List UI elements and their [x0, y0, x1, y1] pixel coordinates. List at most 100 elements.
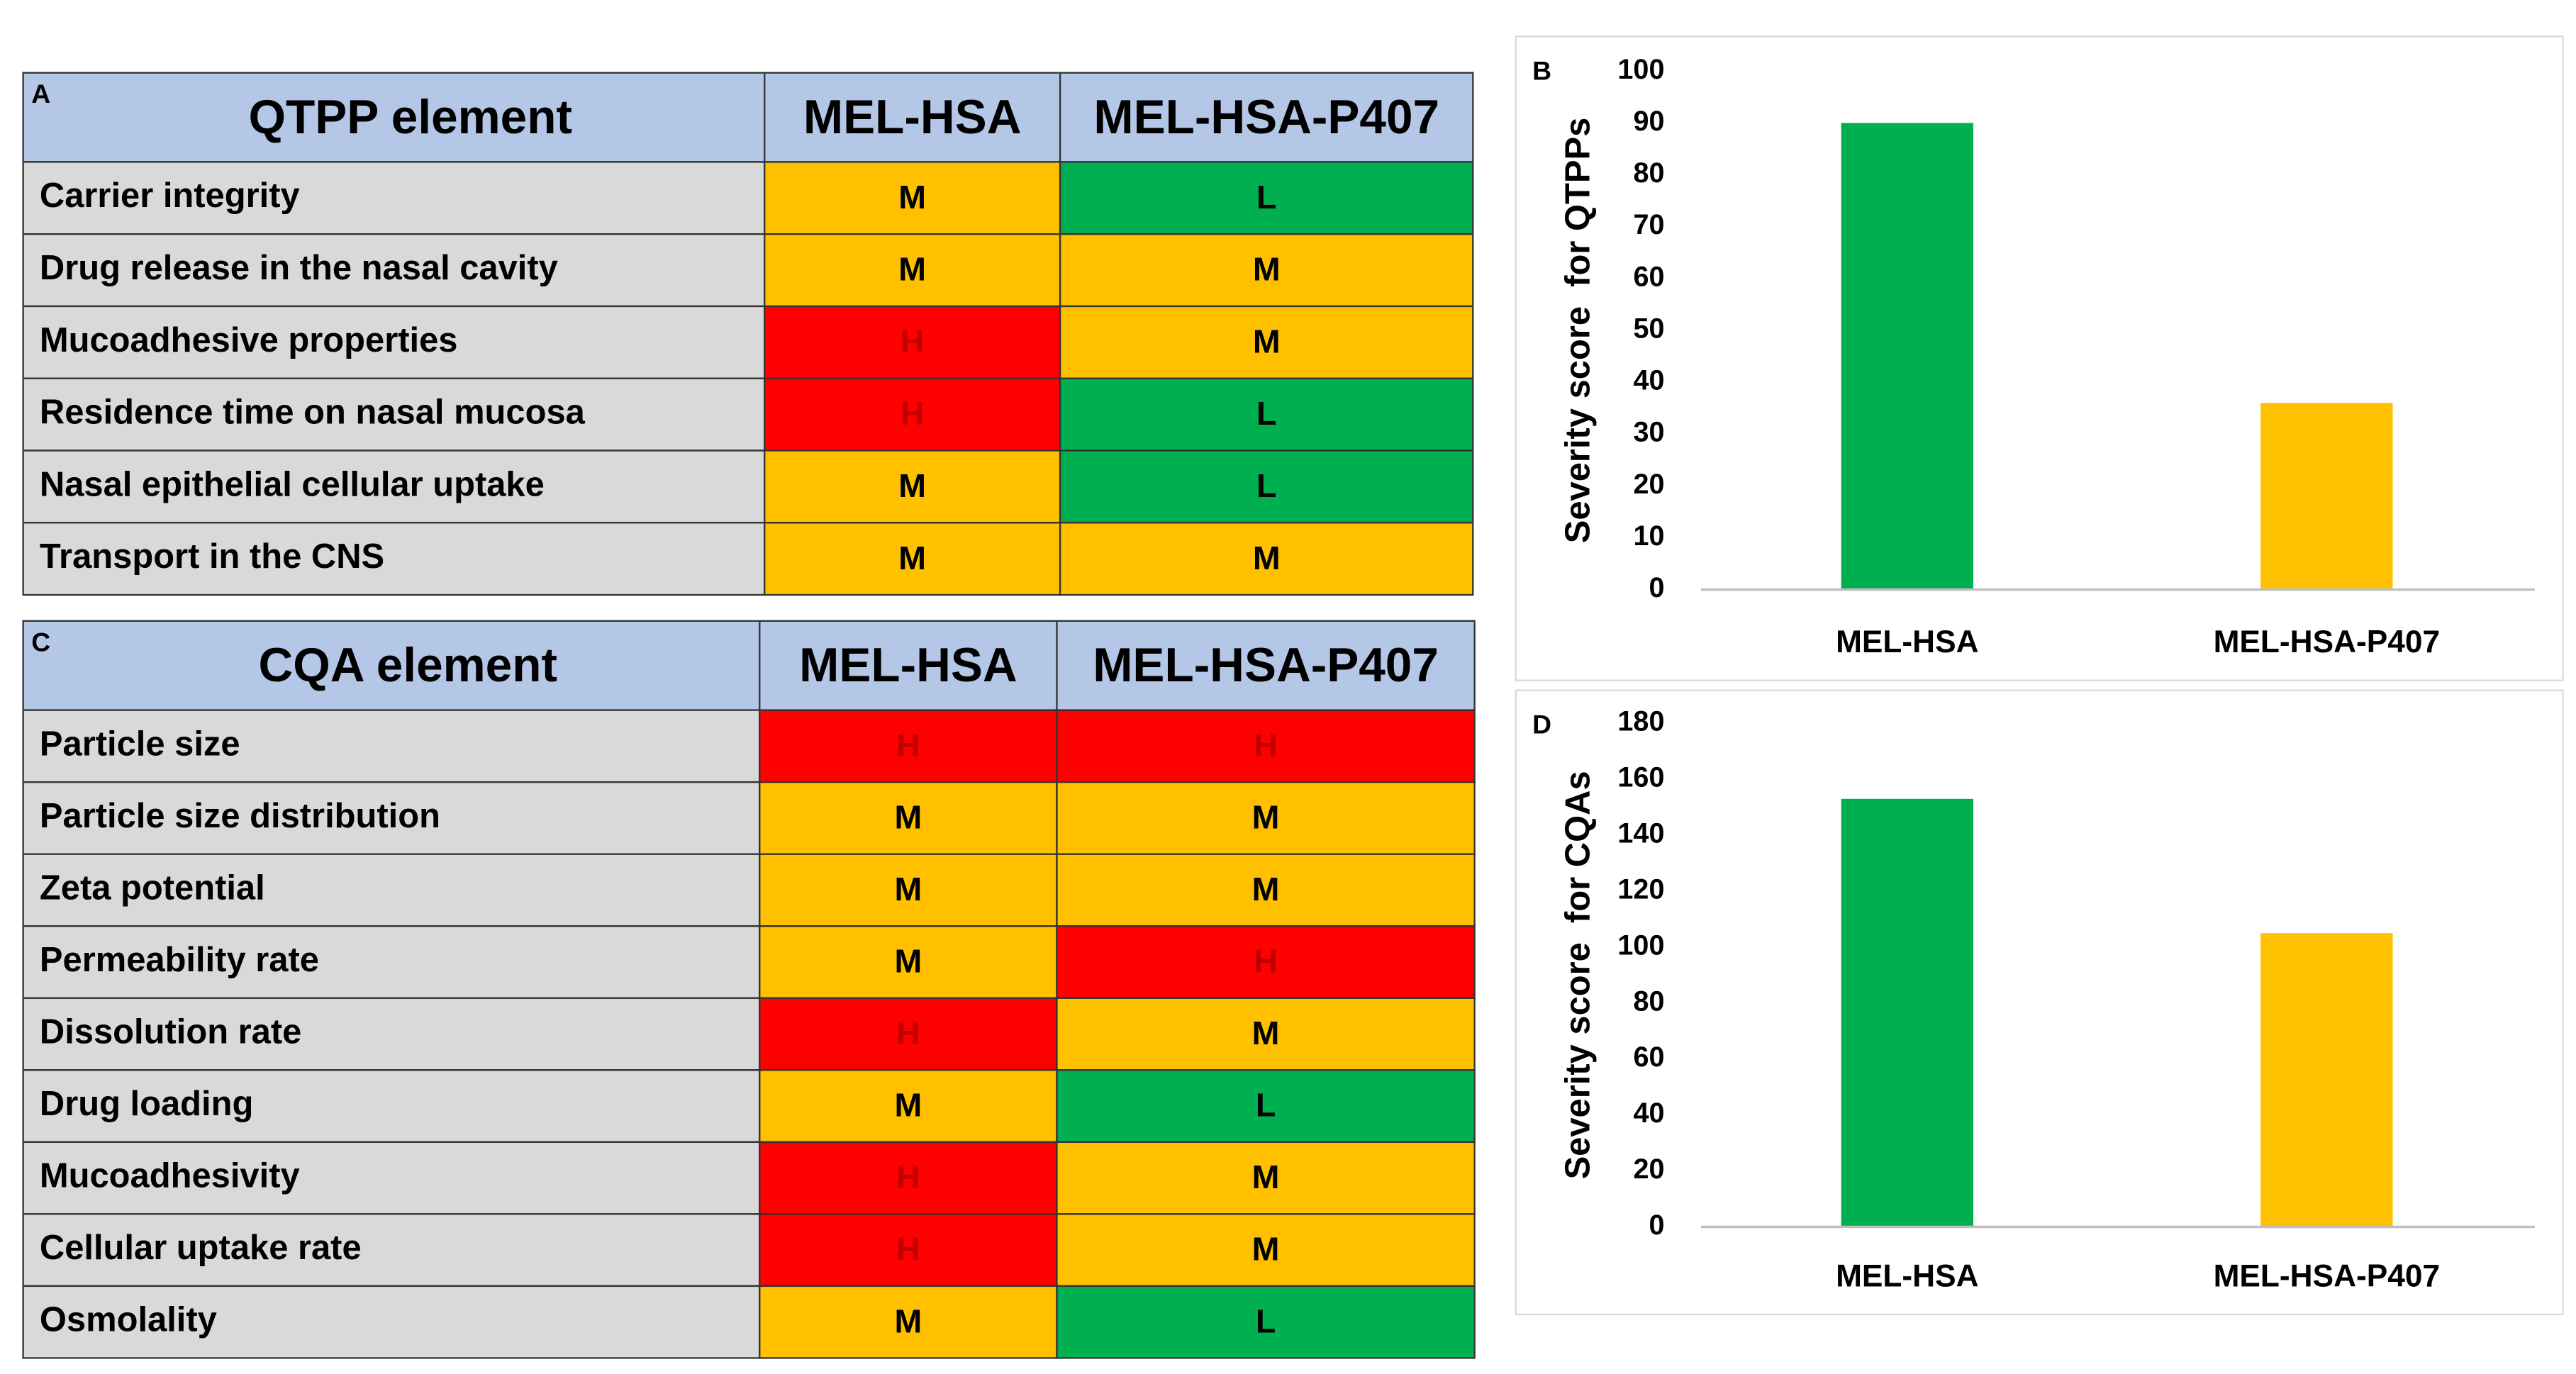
- risk-level: M: [894, 1087, 922, 1124]
- risk-cell: [1059, 449, 1474, 524]
- row-label: Drug release in the nasal cavity: [40, 249, 558, 287]
- header-row: [22, 620, 1476, 711]
- y-tick-label: 140: [1617, 818, 1664, 849]
- row-label: Particle size: [40, 725, 240, 763]
- risk-level: M: [1252, 1015, 1280, 1051]
- x-tick-label: MEL-HSA: [1836, 625, 1979, 659]
- risk-cell: [1059, 233, 1474, 308]
- panel-letter: A: [31, 79, 50, 108]
- risk-level: M: [1252, 871, 1280, 907]
- risk-level: H: [901, 395, 925, 432]
- risk-level: M: [894, 871, 922, 907]
- y-tick-label: 50: [1633, 313, 1664, 344]
- risk-level: M: [898, 467, 926, 504]
- y-tick-label: 20: [1633, 469, 1664, 500]
- y-tick-label: 100: [1617, 929, 1664, 961]
- row-label: Permeability rate: [40, 941, 319, 979]
- risk-level: M: [1253, 323, 1281, 359]
- risk-level: M: [1252, 1231, 1280, 1268]
- row-label: Transport in the CNS: [40, 537, 384, 576]
- y-tick-label: 100: [1617, 54, 1664, 85]
- risk-level: H: [901, 323, 925, 359]
- risk-level: L: [1256, 1302, 1276, 1339]
- row-label: Mucoadhesive properties: [40, 321, 458, 359]
- risk-cell: [759, 1285, 1058, 1359]
- chart-panel: [1515, 689, 2564, 1316]
- y-axis-title: Severity score for QTPPs: [1559, 118, 1598, 544]
- y-tick-label: 30: [1633, 417, 1664, 448]
- column-header: MEL-HSA: [799, 639, 1017, 692]
- row-label: Osmolality: [40, 1301, 217, 1339]
- row-label: Residence time on nasal mucosa: [40, 393, 586, 432]
- risk-cell: [759, 1213, 1058, 1288]
- risk-level: M: [894, 799, 922, 836]
- row-label-cell: [22, 377, 766, 452]
- risk-cell: [1059, 161, 1474, 235]
- header-row: [22, 72, 1474, 163]
- risk-cell: [759, 997, 1058, 1071]
- bar: [2260, 933, 2393, 1227]
- bar: [2260, 403, 2393, 590]
- y-tick-label: 0: [1649, 1210, 1664, 1241]
- y-tick-label: 70: [1633, 209, 1664, 240]
- row-label-cell: [22, 925, 761, 999]
- y-tick-label: 60: [1633, 261, 1664, 292]
- y-tick-label: 60: [1633, 1041, 1664, 1073]
- risk-level: L: [1256, 1087, 1276, 1124]
- column-header: MEL-HSA: [803, 91, 1022, 144]
- risk-cell: [759, 709, 1058, 783]
- risk-cell: [764, 161, 1061, 235]
- column-header: MEL-HSA-P407: [1093, 91, 1439, 144]
- bar: [1841, 798, 1973, 1227]
- risk-level: H: [1254, 727, 1278, 764]
- row-label-cell: [22, 1069, 761, 1143]
- y-tick-label: 80: [1633, 157, 1664, 189]
- row-label: Nasal epithelial cellular uptake: [40, 465, 545, 503]
- y-tick-label: 40: [1633, 1097, 1664, 1129]
- risk-level: M: [898, 251, 926, 288]
- x-tick-label: MEL-HSA: [1836, 1258, 1979, 1293]
- panel-letter: B: [1532, 56, 1551, 86]
- row-label-cell: [22, 997, 761, 1071]
- y-tick-label: 20: [1633, 1154, 1664, 1185]
- risk-level: H: [1254, 943, 1278, 980]
- row-label-cell: [22, 233, 766, 308]
- risk-cell: [1056, 1069, 1476, 1143]
- risk-level: L: [1256, 395, 1276, 432]
- risk-cell: [764, 305, 1061, 379]
- risk-level: M: [894, 943, 922, 980]
- risk-level: L: [1256, 179, 1276, 216]
- y-tick-label: 180: [1617, 706, 1664, 737]
- risk-cell: [759, 1069, 1058, 1143]
- row-label-cell: [22, 1141, 761, 1215]
- row-label: Drug loading: [40, 1085, 253, 1123]
- risk-level: M: [898, 540, 926, 576]
- y-tick-label: 80: [1633, 985, 1664, 1017]
- risk-level: H: [896, 727, 920, 764]
- risk-cell: [764, 233, 1061, 308]
- y-tick-label: 90: [1633, 106, 1664, 137]
- risk-level: M: [1252, 1158, 1280, 1195]
- column-header: QTPP element: [248, 91, 572, 144]
- y-tick-label: 0: [1649, 572, 1664, 603]
- panel-letter: D: [1532, 710, 1551, 739]
- y-tick-label: 10: [1633, 520, 1664, 552]
- risk-cell: [1059, 377, 1474, 452]
- row-label: Dissolution rate: [40, 1012, 301, 1051]
- risk-cell: [1056, 709, 1476, 783]
- row-label: Cellular uptake rate: [40, 1229, 362, 1267]
- risk-cell: [1056, 1285, 1476, 1359]
- risk-level: M: [894, 1302, 922, 1339]
- x-tick-label: MEL-HSA-P407: [2214, 625, 2441, 659]
- risk-cell: [764, 449, 1061, 524]
- risk-cell: [759, 925, 1058, 999]
- row-label: Mucoadhesivity: [40, 1157, 300, 1195]
- panel-letter: C: [31, 627, 50, 657]
- row-label: Zeta potential: [40, 868, 265, 907]
- risk-cell: [759, 853, 1058, 927]
- risk-level: M: [1252, 799, 1280, 836]
- row-label-cell: [22, 709, 761, 783]
- risk-level: H: [896, 1015, 920, 1051]
- y-tick-label: 40: [1633, 365, 1664, 396]
